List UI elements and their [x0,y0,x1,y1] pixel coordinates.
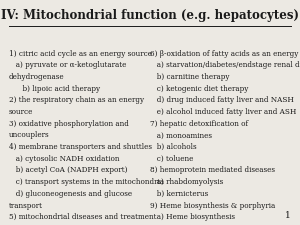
Text: d) drug induced fatty liver and NASH: d) drug induced fatty liver and NASH [150,96,294,104]
Text: 4) membrane transporters and shuttles: 4) membrane transporters and shuttles [9,143,152,151]
Text: a) rhabdomyolysis: a) rhabdomyolysis [150,178,223,186]
Text: 7) hepatic detoxification of: 7) hepatic detoxification of [150,120,248,128]
Text: 1) citric acid cycle as an energy source: 1) citric acid cycle as an energy source [9,50,152,58]
Text: a) monoamines: a) monoamines [150,131,212,140]
Text: b) alcohols: b) alcohols [150,143,196,151]
Text: 6) β-oxidation of fatty acids as an energy source: 6) β-oxidation of fatty acids as an ener… [150,50,300,58]
Text: dehydrogenase: dehydrogenase [9,73,64,81]
Text: d) gluconeogenesis and glucose: d) gluconeogenesis and glucose [9,190,132,198]
Text: 2) the respiratory chain as an energy: 2) the respiratory chain as an energy [9,96,144,104]
Text: b) kernicterus: b) kernicterus [150,190,208,198]
Text: uncouplers: uncouplers [9,131,50,140]
Text: b) carnitine therapy: b) carnitine therapy [150,73,230,81]
Text: 3) oxidative phosphorylation and: 3) oxidative phosphorylation and [9,120,129,128]
Text: c) toluene: c) toluene [150,155,194,163]
Text: 8) hemoprotein mediated diseases: 8) hemoprotein mediated diseases [150,166,275,175]
Text: a) cytosolic NADH oxidation: a) cytosolic NADH oxidation [9,155,119,163]
Text: source: source [9,108,33,116]
Text: c) ketogenic diet therapy: c) ketogenic diet therapy [150,85,248,93]
Text: a) pyruvate or α-ketoglutarate: a) pyruvate or α-ketoglutarate [9,61,126,69]
Text: b) acetyl CoA (NADPH export): b) acetyl CoA (NADPH export) [9,166,128,175]
Text: c) transport systems in the mitochondria: c) transport systems in the mitochondria [9,178,164,186]
Text: 9) Heme biosynthesis & porphyria: 9) Heme biosynthesis & porphyria [150,202,275,210]
Text: IV: Mitochondrial function (e.g. hepatocytes): IV: Mitochondrial function (e.g. hepatoc… [1,9,299,22]
Text: b) lipoic acid therapy: b) lipoic acid therapy [9,85,100,93]
Text: 5) mitochondrial diseases and treatment: 5) mitochondrial diseases and treatment [9,213,157,221]
Text: e) alcohol induced fatty liver and ASH: e) alcohol induced fatty liver and ASH [150,108,296,116]
Text: a) Heme biosynthesis: a) Heme biosynthesis [150,213,235,221]
Text: transport: transport [9,202,43,210]
Text: a) starvation/diabetes/endstage renal disease: a) starvation/diabetes/endstage renal di… [150,61,300,69]
Text: 1: 1 [285,212,291,220]
